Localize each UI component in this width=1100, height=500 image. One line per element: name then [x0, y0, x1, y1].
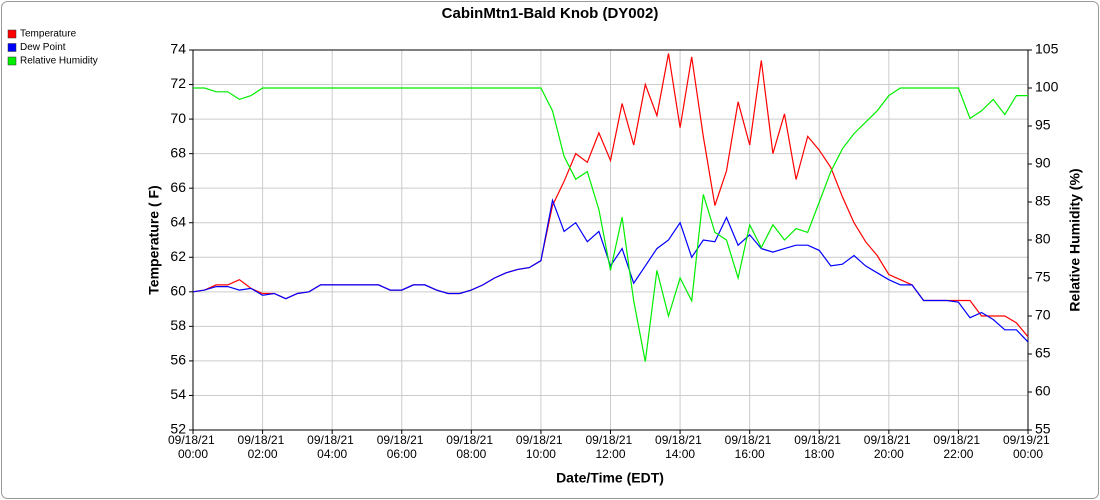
y-tick-label: 70 — [170, 110, 186, 126]
x-tick-label: 09/18/21 12:00 — [585, 433, 635, 461]
x-tick-label-line: 09/18/21 — [238, 433, 288, 447]
x-tick-label-line: 02:00 — [248, 447, 278, 461]
x-tick-label: 09/18/21 18:00 — [794, 433, 844, 461]
x-tick-label-line: 20:00 — [874, 447, 904, 461]
y2-axis-label: Relative Humidity (%) — [1067, 168, 1083, 311]
x-tick-label-line: 14:00 — [665, 447, 695, 461]
x-tick-label: 09/18/21 00:00 — [168, 433, 218, 461]
x-tick-label-line: 04:00 — [317, 447, 347, 461]
x-tick-label-line: 12:00 — [595, 447, 625, 461]
y-tick-label: 72 — [170, 75, 186, 91]
y-tick-label: 62 — [170, 248, 186, 264]
x-tick-label-line: 18:00 — [804, 447, 834, 461]
y-tick-label: 74 — [170, 41, 186, 57]
x-tick-label-line: 09/18/21 — [307, 433, 357, 447]
x-tick-label: 09/18/21 06:00 — [377, 433, 427, 461]
x-tick-label-line: 09/18/21 — [655, 433, 705, 447]
legend-label: Relative Humidity — [20, 56, 98, 67]
series-line — [192, 198, 1029, 343]
x-tick-label-line: 16:00 — [735, 447, 765, 461]
y2-tick-label: 55 — [1035, 421, 1051, 437]
x-tick-label: 09/18/21 08:00 — [446, 433, 496, 461]
y2-tick-label: 80 — [1035, 231, 1051, 247]
x-tick-label-line: 00:00 — [1013, 447, 1043, 461]
y-tick-label: 58 — [170, 317, 186, 333]
x-tick-label-line: 10:00 — [526, 447, 556, 461]
x-tick-label-line: 09/18/21 — [864, 433, 914, 447]
x-tick-label-line: 09/18/21 — [516, 433, 566, 447]
x-tick-label-line: 22:00 — [943, 447, 973, 461]
y2-tick-label: 105 — [1035, 41, 1059, 57]
y-tick-label: 56 — [170, 352, 186, 368]
x-tick-label: 09/18/21 20:00 — [864, 433, 914, 461]
chart-title: CabinMtn1-Bald Knob (DY002) — [442, 5, 659, 22]
y2-tick-label: 85 — [1035, 193, 1051, 209]
y2-tick-label: 90 — [1035, 155, 1051, 171]
y-tick-label: 66 — [170, 179, 186, 195]
y2-tick-label: 75 — [1035, 269, 1051, 285]
x-tick-label-line: 09/19/21 — [1003, 433, 1053, 447]
x-tick-label-line: 08:00 — [456, 447, 486, 461]
y-tick-label: 64 — [170, 213, 186, 229]
x-tick-label: 09/18/21 02:00 — [238, 433, 288, 461]
x-tick-label: 09/18/21 04:00 — [307, 433, 357, 461]
y2-tick-label: 70 — [1035, 307, 1051, 323]
legend-swatch — [7, 56, 17, 66]
x-tick-label: 09/19/21 00:00 — [1003, 433, 1053, 461]
y2-tick-label: 95 — [1035, 117, 1051, 133]
x-tick-label-line: 00:00 — [178, 447, 208, 461]
y-axis-label: Temperature ( F) — [146, 185, 162, 294]
x-tick-label-line: 09/18/21 — [933, 433, 983, 447]
legend-swatch — [7, 29, 17, 39]
x-tick-label: 09/18/21 16:00 — [725, 433, 775, 461]
x-tick-label-line: 09/18/21 — [168, 433, 218, 447]
x-tick-label-line: 09/18/21 — [794, 433, 844, 447]
x-tick-label: 09/18/21 22:00 — [933, 433, 983, 461]
x-tick-label: 09/18/21 14:00 — [655, 433, 705, 461]
legend-swatch — [7, 43, 17, 52]
y-tick-label: 68 — [170, 144, 186, 160]
plot-border — [192, 49, 1029, 431]
y-tick-label: 54 — [170, 386, 186, 402]
x-tick-label-line: 09/18/21 — [585, 433, 635, 447]
x-tick-label-line: 09/18/21 — [377, 433, 427, 447]
legend-label: Dew Point — [20, 42, 66, 53]
series-line — [193, 87, 1028, 362]
x-tick-label-line: 06:00 — [387, 447, 417, 461]
x-tick-label-line: 09/18/21 — [446, 433, 496, 447]
legend-label: Temperature — [20, 29, 77, 40]
y2-tick-label: 65 — [1035, 345, 1051, 361]
x-tick-label: 09/18/21 10:00 — [516, 433, 566, 461]
y2-tick-label: 100 — [1035, 79, 1059, 95]
y-tick-label: 52 — [170, 421, 186, 437]
y2-tick-label: 60 — [1035, 383, 1051, 399]
x-axis-label: Date/Time (EDT) — [556, 470, 664, 486]
y-tick-label: 60 — [170, 283, 186, 299]
x-tick-label-line: 09/18/21 — [725, 433, 775, 447]
